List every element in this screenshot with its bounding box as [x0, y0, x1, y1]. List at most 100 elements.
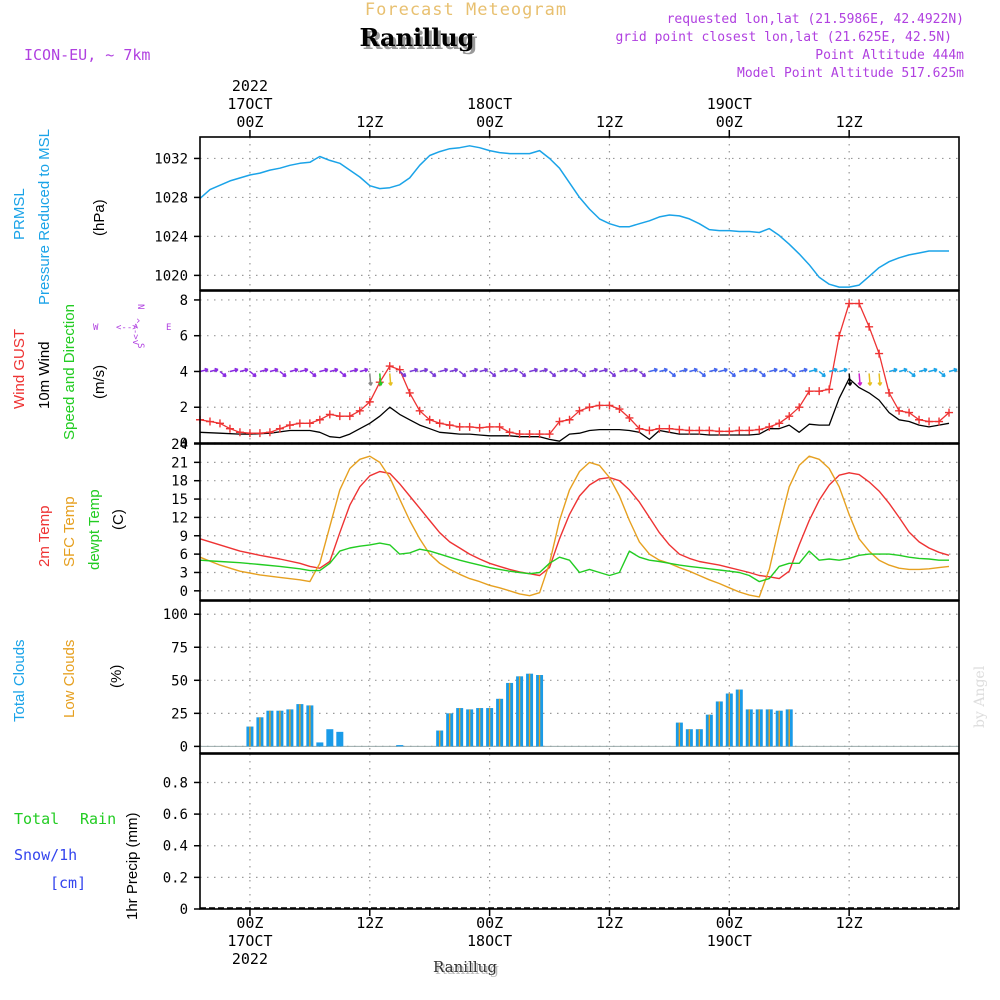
wind-direction-arrow — [938, 370, 946, 378]
wind-gust-point — [565, 415, 574, 424]
wind-gust-point — [355, 406, 364, 415]
top-time-label: 17OCT — [227, 95, 272, 113]
wind-gust-point — [805, 387, 814, 396]
temp-2m-line — [199, 470, 950, 580]
clouds-tick-label: 50 — [171, 673, 188, 689]
wind-gust-point — [945, 408, 954, 417]
wind-gust-point — [605, 401, 614, 410]
wind-direction-arrow — [368, 373, 373, 386]
low-cloud-bar — [488, 708, 491, 747]
wind-gust-point — [415, 406, 424, 415]
precip-label-total: Total — [14, 810, 59, 828]
wind-direction-arrow — [419, 367, 429, 373]
wind-direction-arrow — [709, 367, 718, 373]
precip-label-cm: [cm] — [50, 874, 86, 892]
top-time-label: 00Z — [716, 113, 743, 131]
low-cloud-bar — [299, 704, 301, 747]
wind-gust-point — [685, 426, 694, 435]
wind-speed-line — [199, 377, 950, 442]
bottom-time-label: 00Z — [476, 914, 503, 932]
bottom-time-label: 00Z — [716, 914, 743, 932]
wind-gust-point — [545, 430, 554, 439]
wind-direction-arrow — [479, 367, 489, 373]
wind-direction-arrow — [269, 367, 279, 373]
low-cloud-bar — [528, 673, 531, 747]
temp-panel-frame — [199, 443, 960, 601]
wind-direction-arrow — [589, 367, 599, 373]
wind-direction-arrow — [499, 367, 509, 373]
wind-gust-point — [395, 365, 404, 374]
wind-direction-arrow — [689, 367, 698, 373]
wind-direction-arrow — [659, 367, 668, 373]
wind-gust-point — [625, 413, 634, 422]
wind-gust-point — [525, 430, 534, 439]
wind-gust-point — [645, 426, 654, 435]
pressure-line — [199, 145, 949, 288]
wind-direction-arrow — [219, 370, 227, 378]
compass-south: S — [135, 343, 145, 348]
wind-gust-point — [335, 412, 344, 421]
wind-direction-arrow — [259, 367, 269, 373]
wind-gust-point — [425, 415, 434, 424]
low-cloud-bar — [708, 714, 711, 747]
wind-direction-arrow — [608, 370, 617, 378]
wind-gust-point — [435, 419, 444, 428]
wind-gust-point — [305, 419, 314, 428]
wind-gust-point — [315, 415, 324, 424]
wind-gust-point — [345, 412, 354, 421]
wind-direction-arrow — [549, 370, 557, 378]
pressure-tick-label: 1032 — [154, 151, 188, 167]
low-cloud-bar — [508, 682, 511, 747]
wind-direction-arrow — [279, 370, 287, 378]
wind-gust-point — [585, 403, 594, 412]
wind-direction-arrow — [469, 367, 479, 373]
wind-gust-point — [365, 397, 374, 406]
pressure-tick-label: 1020 — [154, 268, 188, 284]
temp-tick-label: 18 — [171, 474, 188, 490]
wind-direction-arrow — [449, 367, 459, 373]
wind-direction-arrow — [838, 367, 848, 373]
bottom-time-label: 2022 — [232, 950, 268, 968]
top-time-label: 19OCT — [707, 95, 752, 113]
wind-direction-arrow — [638, 370, 647, 378]
pressure-tick-label: 1028 — [154, 190, 188, 206]
wind-gust-point — [725, 427, 734, 436]
precip-tick-label: 0.2 — [163, 870, 188, 886]
wind-direction-arrow — [239, 367, 249, 373]
wind-tick-label: 4 — [180, 364, 188, 380]
wind-direction-arrow — [299, 367, 309, 373]
wind-direction-arrow — [679, 367, 688, 373]
watermark: by Angel — [972, 665, 988, 728]
wind-direction-arrow — [739, 367, 748, 373]
wind-gust-point — [225, 424, 234, 433]
wind-gust-point — [475, 423, 484, 432]
wind-gust-point — [765, 422, 774, 431]
bottom-time-label: 12Z — [836, 914, 863, 932]
bottom-time-label: 19OCT — [707, 932, 752, 950]
pressure-label-prmsl: PRMSL — [11, 188, 28, 240]
wind-gust-point — [845, 299, 854, 308]
wind-direction-arrow — [579, 370, 587, 378]
meteogram-top-title: Forecast Meteogram — [365, 0, 567, 20]
low-cloud-bar — [279, 710, 281, 747]
wind-direction-arrow — [619, 367, 628, 373]
wind-direction-arrow — [509, 367, 519, 373]
wind-gust-point — [325, 410, 334, 419]
wind-direction-arrow — [349, 367, 359, 373]
model-altitude: Model Point Altitude 517.625m — [737, 66, 964, 81]
wind-direction-arrow — [857, 373, 863, 386]
wind-direction-arrow — [698, 370, 707, 378]
wind-gust-point — [495, 422, 504, 431]
clouds-tick-label: 0 — [180, 739, 188, 755]
low-cloud-bar — [698, 729, 701, 747]
low-cloud-bar — [768, 709, 770, 747]
wind-direction-arrow — [229, 367, 239, 373]
compass-north: N — [135, 304, 145, 309]
wind-direction-arrow — [439, 367, 449, 373]
wind-tick-label: 0 — [180, 436, 188, 452]
bottom-time-label: 12Z — [356, 914, 383, 932]
wind-gust-point — [265, 428, 274, 437]
wind-gust-point — [285, 421, 294, 430]
low-cloud-bar — [309, 705, 311, 747]
